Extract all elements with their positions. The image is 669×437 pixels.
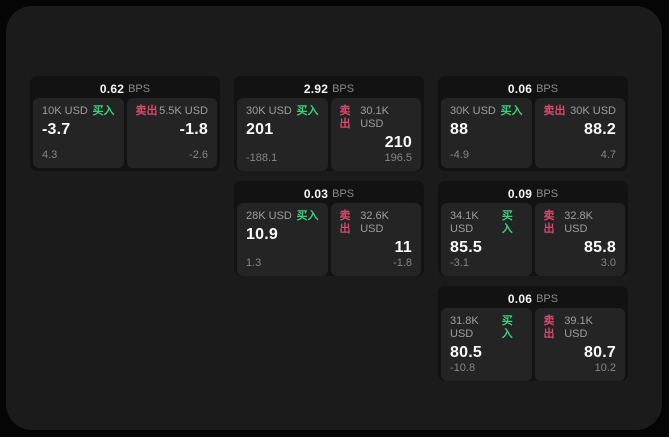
spread-unit-label: BPS [536,292,559,305]
sell-notional: 30.1K USD [360,105,389,130]
buy-price: 201 [246,121,274,138]
buy-notional: 30K USD [246,105,292,117]
sell-price: -1.8 [179,121,208,138]
buy-price: 80.5 [450,344,482,361]
spread-unit-label: BPS [332,82,355,95]
sell-notional: 32.6K USD [360,210,389,235]
sell-side-label: 卖出 [339,105,351,130]
sell-notional: 30K USD [570,105,616,117]
sell-side-label: 卖出 [543,315,555,340]
buy-delta: 1.3 [246,257,262,269]
buy-side-label: 买入 [501,315,513,340]
sell-price-tile[interactable]: 卖出 30K USD 88.2 4.7 [534,98,625,168]
spread-value: 0.06 [507,81,533,96]
buy-delta: -3.1 [450,257,469,269]
buy-price-tile[interactable]: 10K USD 买入 -3.7 4.3 [33,98,124,168]
sell-delta: 3.0 [600,257,616,269]
buy-price-tile[interactable]: 30K USD 买入 201 -188.1 [237,98,328,171]
buy-notional: 28K USD [246,210,292,222]
quote-cards-grid: 0.62 BPS 10K USD 买入 -3.7 4.3 卖出 5.5K USD [30,76,628,381]
spread-value: 0.03 [303,186,329,201]
sell-price: 80.7 [584,344,616,361]
buy-price-tile[interactable]: 31.8K USD 买入 80.5 -10.8 [441,308,532,381]
buy-side-label: 买入 [296,105,319,117]
quote-card: 0.09 BPS 34.1K USD 买入 85.5 -3.1 卖出 32.8K… [438,181,628,276]
sell-side-label: 卖出 [135,105,158,117]
spread-header: 0.62 BPS [33,79,217,98]
sell-delta: 10.2 [594,362,616,374]
buy-notional: 30K USD [450,105,496,117]
buy-side-label: 买入 [501,210,513,235]
sell-delta: -2.6 [189,149,208,161]
quote-card: 0.62 BPS 10K USD 买入 -3.7 4.3 卖出 5.5K USD [30,76,220,171]
buy-price: -3.7 [42,121,71,138]
quote-card: 0.06 BPS 30K USD 买入 88 -4.9 卖出 30K USD [438,76,628,171]
buy-side-label: 买入 [500,105,523,117]
buy-delta: 4.3 [42,149,58,161]
sell-price-tile[interactable]: 卖出 30.1K USD 210 196.5 [330,98,421,171]
buy-price-tile[interactable]: 30K USD 买入 88 -4.9 [441,98,532,168]
spread-value: 0.06 [507,291,533,306]
buy-notional: 31.8K USD [450,315,479,340]
price-panels: 30K USD 买入 88 -4.9 卖出 30K USD 88.2 4.7 [441,98,625,168]
buy-delta: -4.9 [450,149,469,161]
buy-price: 85.5 [450,239,482,256]
spread-header: 0.03 BPS [237,184,421,203]
sell-notional: 39.1K USD [564,315,593,340]
spread-header: 0.06 BPS [441,79,625,98]
sell-price: 210 [384,134,412,151]
quote-card: 2.92 BPS 30K USD 买入 201 -188.1 卖出 30.1K … [234,76,424,171]
spread-unit-label: BPS [332,187,355,200]
sell-price: 85.8 [584,239,616,256]
sell-price-tile[interactable]: 卖出 39.1K USD 80.7 10.2 [534,308,625,381]
spread-value: 2.92 [303,81,329,96]
spread-header: 0.06 BPS [441,289,625,308]
sell-delta: -1.8 [393,257,412,269]
buy-side-label: 买入 [92,105,115,117]
spread-unit-label: BPS [536,187,559,200]
price-panels: 34.1K USD 买入 85.5 -3.1 卖出 32.8K USD 85.8… [441,203,625,276]
buy-notional: 34.1K USD [450,210,479,235]
buy-delta: -188.1 [246,152,278,164]
buy-notional: 10K USD [42,105,88,117]
buy-price: 88 [450,121,469,138]
price-panels: 30K USD 买入 201 -188.1 卖出 30.1K USD 210 1… [237,98,421,171]
buy-price-tile[interactable]: 34.1K USD 买入 85.5 -3.1 [441,203,532,276]
price-panels: 31.8K USD 买入 80.5 -10.8 卖出 39.1K USD 80.… [441,308,625,381]
quote-card: 0.06 BPS 31.8K USD 买入 80.5 -10.8 卖出 39.1… [438,286,628,381]
sell-side-label: 卖出 [339,210,351,235]
quote-card: 0.03 BPS 28K USD 买入 10.9 1.3 卖出 32.6K US… [234,181,424,276]
buy-side-label: 买入 [296,210,319,222]
sell-price-tile[interactable]: 卖出 5.5K USD -1.8 -2.6 [126,98,217,168]
spread-unit-label: BPS [128,82,151,95]
sell-delta: 196.5 [384,152,412,164]
sell-price: 11 [394,239,412,256]
price-panels: 10K USD 买入 -3.7 4.3 卖出 5.5K USD -1.8 -2.… [33,98,217,168]
spread-value: 0.09 [507,186,533,201]
spread-header: 2.92 BPS [237,79,421,98]
sell-side-label: 卖出 [543,210,555,235]
sell-price-tile[interactable]: 卖出 32.8K USD 85.8 3.0 [534,203,625,276]
sell-notional: 32.8K USD [564,210,593,235]
price-panels: 28K USD 买入 10.9 1.3 卖出 32.6K USD 11 -1.8 [237,203,421,276]
sell-side-label: 卖出 [543,105,566,117]
buy-delta: -10.8 [450,362,476,374]
buy-price: 10.9 [246,226,278,243]
sell-price: 88.2 [584,121,616,138]
spread-header: 0.09 BPS [441,184,625,203]
spread-value: 0.62 [99,81,125,96]
sell-notional: 5.5K USD [159,105,208,117]
spread-unit-label: BPS [536,82,559,95]
buy-price-tile[interactable]: 28K USD 买入 10.9 1.3 [237,203,328,276]
sell-price-tile[interactable]: 卖出 32.6K USD 11 -1.8 [330,203,421,276]
sell-delta: 4.7 [600,149,616,161]
